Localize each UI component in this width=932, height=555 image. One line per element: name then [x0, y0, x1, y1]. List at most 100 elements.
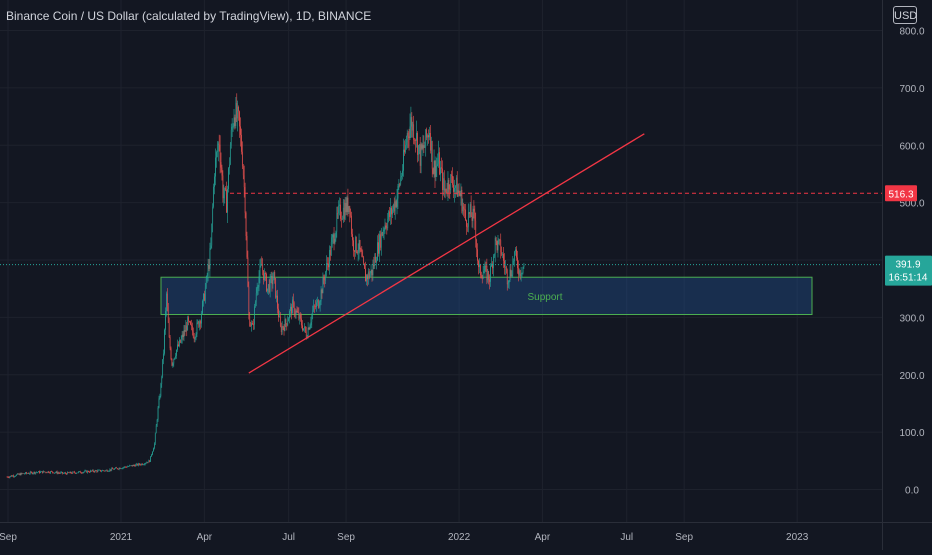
candle — [380, 227, 382, 256]
candle-body — [190, 321, 191, 325]
candle — [332, 232, 334, 244]
candle-body — [320, 289, 322, 302]
candle-body — [241, 134, 242, 152]
candle — [36, 471, 38, 474]
candle-body — [132, 465, 134, 467]
candle — [34, 471, 36, 475]
candle — [436, 157, 438, 178]
candle-body — [374, 256, 376, 267]
candle — [294, 308, 296, 319]
candle — [25, 472, 26, 475]
candle — [300, 312, 302, 322]
candle-body — [187, 317, 189, 331]
candle-body — [44, 471, 46, 473]
candle — [506, 268, 508, 291]
candle — [42, 470, 44, 474]
candle-body — [130, 465, 132, 466]
candle — [119, 467, 121, 469]
candle-body — [235, 103, 237, 126]
candle — [39, 470, 40, 474]
candle — [441, 157, 442, 174]
candle-body — [340, 204, 341, 219]
candle — [328, 257, 329, 271]
candle-body — [415, 140, 416, 141]
candle — [330, 234, 332, 257]
candle — [208, 259, 210, 272]
candle-body — [253, 324, 254, 326]
candle-body — [202, 300, 203, 314]
candle — [178, 341, 179, 347]
candle-body — [10, 475, 12, 477]
candle — [510, 264, 512, 278]
candle — [100, 469, 101, 472]
candle-body — [154, 433, 156, 444]
candle — [114, 468, 115, 470]
candle — [262, 258, 264, 276]
countdown-label: 16:51:14 — [889, 273, 928, 284]
candle — [356, 250, 358, 255]
candle-body — [184, 330, 186, 332]
candle-body — [398, 184, 400, 187]
candle — [363, 255, 365, 266]
candle-body — [128, 465, 130, 467]
candle-body — [395, 201, 397, 207]
candle — [122, 467, 124, 470]
candle-body — [126, 466, 127, 468]
candle-body — [207, 265, 209, 276]
candle-body — [367, 271, 369, 280]
candle — [260, 258, 262, 268]
candle — [514, 250, 515, 267]
candle — [345, 197, 347, 216]
candle-body — [230, 129, 232, 146]
candle — [346, 195, 348, 215]
candle — [237, 100, 239, 132]
candle-body — [326, 262, 327, 272]
candle-body — [509, 269, 511, 281]
candle — [21, 472, 23, 475]
candle — [329, 246, 331, 261]
candle — [315, 300, 316, 310]
candle-body — [40, 471, 41, 473]
candle-body — [405, 145, 406, 153]
candle — [177, 339, 178, 352]
candle — [430, 136, 432, 162]
currency-button[interactable]: USD — [893, 6, 917, 24]
candle-body — [332, 234, 334, 238]
candle-body — [173, 359, 175, 364]
candle — [520, 267, 522, 282]
candle — [367, 268, 369, 285]
candle — [80, 471, 82, 474]
candle-body — [270, 276, 272, 277]
candle-body — [442, 178, 444, 190]
candle-body — [355, 237, 357, 252]
candle — [73, 471, 75, 473]
candle — [505, 265, 507, 274]
resistance-price-label: 516.3 — [888, 189, 913, 200]
candle-body — [388, 211, 390, 219]
candle — [107, 470, 109, 472]
candle — [397, 183, 399, 210]
candle-body — [141, 463, 143, 465]
candle — [308, 326, 310, 331]
candle — [207, 258, 209, 282]
candle-body — [507, 282, 509, 285]
candle — [251, 320, 252, 332]
candle-body — [459, 193, 461, 196]
candle — [103, 470, 104, 472]
candle-body — [375, 256, 377, 263]
candle — [59, 472, 61, 474]
candle-body — [118, 467, 120, 470]
candle — [165, 307, 166, 335]
candle-body — [90, 470, 91, 473]
candle-body — [11, 475, 13, 477]
candle-body — [152, 451, 153, 455]
candle-body — [423, 145, 425, 148]
candle — [299, 313, 301, 325]
candle-body — [196, 322, 198, 335]
candle-body — [119, 467, 121, 469]
candle — [449, 184, 451, 199]
candle — [84, 469, 86, 473]
candle — [160, 382, 162, 398]
